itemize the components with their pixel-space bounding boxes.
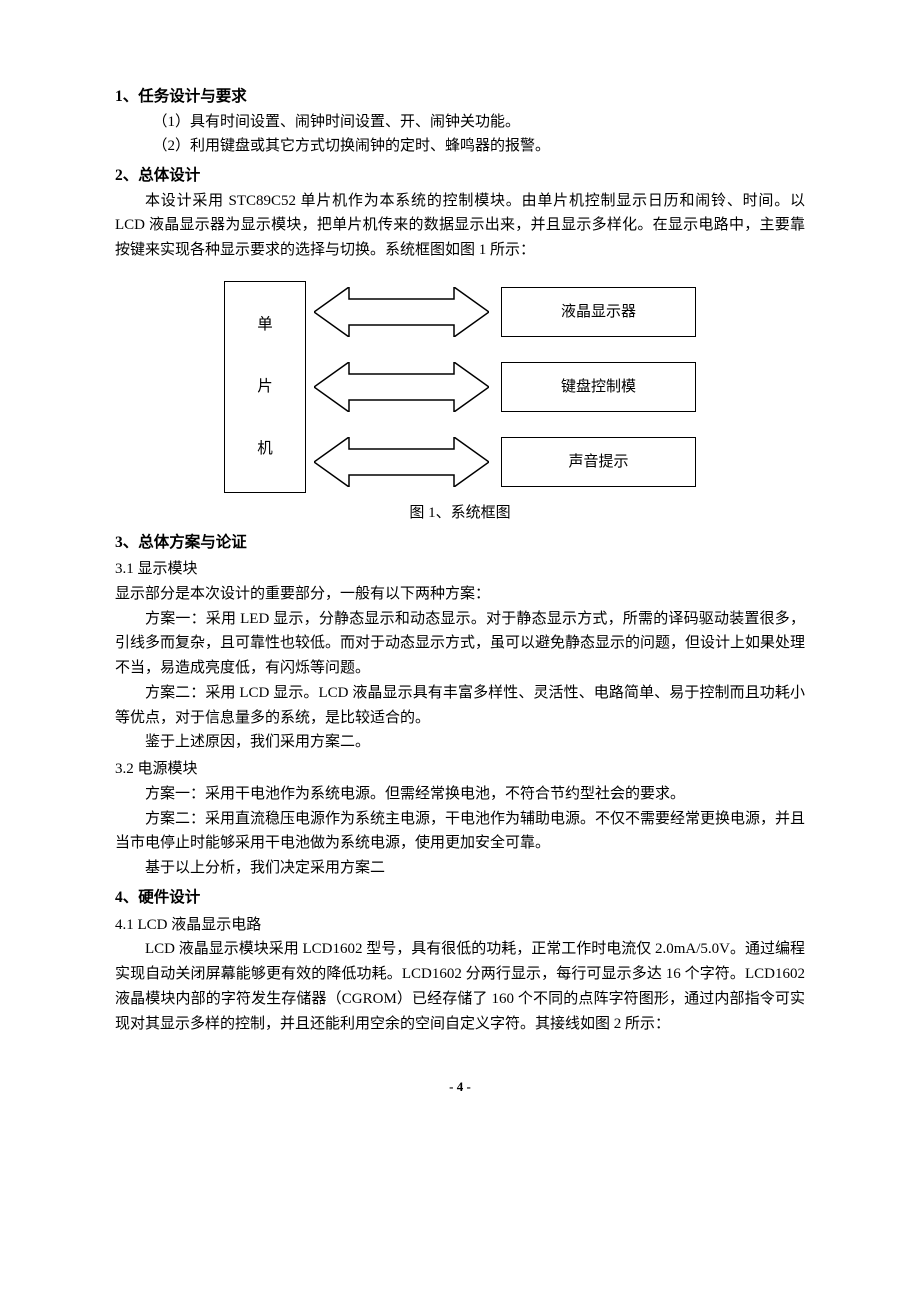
sound-prompt-box: 声音提示 — [501, 437, 696, 487]
double-arrow-icon — [314, 437, 489, 487]
s3-2-p1: 方案一：采用干电池作为系统电源。但需经常换电池，不符合节约型社会的要求。 — [115, 782, 805, 807]
s3-2-p3: 基于以上分析，我们决定采用方案二 — [115, 856, 805, 881]
section-1-item-2: （2）利用键盘或其它方式切换闹钟的定时、蜂鸣器的报警。 — [115, 134, 805, 159]
double-arrow-icon — [314, 362, 489, 412]
s4-1-p1: LCD 液晶显示模块采用 LCD1602 型号，具有很低的功耗，正常工作时电流仅… — [115, 937, 805, 1036]
mcu-char-3: 机 — [257, 436, 273, 462]
diagram-row-3: 声音提示 — [314, 437, 696, 487]
mcu-char-1: 单 — [257, 312, 273, 338]
s3-1-p4: 鉴于上述原因，我们采用方案二。 — [115, 730, 805, 755]
section-4-1-title: 4.1 LCD 液晶显示电路 — [115, 913, 805, 938]
section-1-title: 1、任务设计与要求 — [115, 84, 805, 110]
system-diagram: 单 片 机 液晶显示器 键盘控制模 声音提示 — [115, 281, 805, 493]
section-2-para: 本设计采用 STC89C52 单片机作为本系统的控制模块。由单片机控制显示日历和… — [115, 189, 805, 263]
figure-1-caption: 图 1、系统框图 — [115, 501, 805, 526]
section-4-title: 4、硬件设计 — [115, 885, 805, 911]
s3-2-p2: 方案二：采用直流稳压电源作为系统主电源，干电池作为辅助电源。不仅不需要经常更换电… — [115, 807, 805, 857]
diagram-row-1: 液晶显示器 — [314, 287, 696, 337]
section-3-1-title: 3.1 显示模块 — [115, 557, 805, 582]
s3-1-p2: 方案一：采用 LED 显示，分静态显示和动态显示。对于静态显示方式，所需的译码驱… — [115, 607, 805, 681]
mcu-box: 单 片 机 — [224, 281, 306, 493]
keyboard-control-box: 键盘控制模 — [501, 362, 696, 412]
diagram-inner: 单 片 机 液晶显示器 键盘控制模 声音提示 — [224, 281, 696, 493]
diagram-row-2: 键盘控制模 — [314, 362, 696, 412]
section-1-item-1: （1）具有时间设置、闹钟时间设置、开、闹钟关功能。 — [115, 110, 805, 135]
s3-1-p1: 显示部分是本次设计的重要部分，一般有以下两种方案： — [115, 582, 805, 607]
diagram-rows: 液晶显示器 键盘控制模 声音提示 — [314, 281, 696, 493]
mcu-char-2: 片 — [257, 374, 273, 400]
section-2-title: 2、总体设计 — [115, 163, 805, 189]
section-3-title: 3、总体方案与论证 — [115, 530, 805, 556]
double-arrow-icon — [314, 287, 489, 337]
s3-1-p3: 方案二：采用 LCD 显示。LCD 液晶显示具有丰富多样性、灵活性、电路简单、易… — [115, 681, 805, 731]
section-3-2-title: 3.2 电源模块 — [115, 757, 805, 782]
page-number: - 4 - — [115, 1076, 805, 1097]
lcd-display-box: 液晶显示器 — [501, 287, 696, 337]
